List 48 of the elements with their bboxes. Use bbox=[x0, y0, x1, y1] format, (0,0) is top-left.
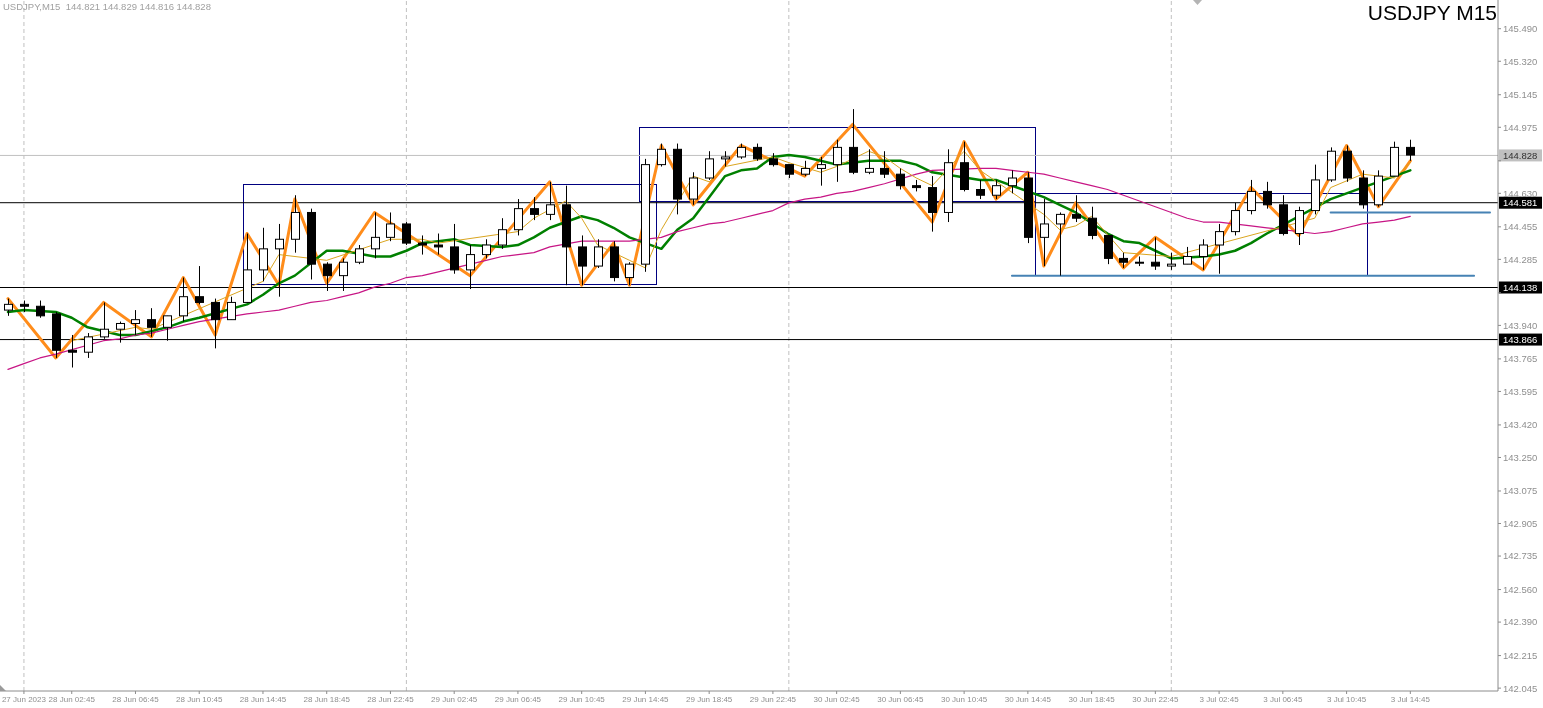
x-tick-label: 29 Jun 18:45 bbox=[686, 694, 733, 704]
y-tick-label: 143.075 bbox=[1503, 485, 1538, 497]
annotation: USDJPY,M15 144.821 144.829 144.816 144.828 bbox=[3, 1, 211, 12]
x-tick-label: 29 Jun 22:45 bbox=[749, 694, 797, 704]
x-tick-label: 3 Jul 02:45 bbox=[1199, 694, 1240, 704]
y-tick-label: 145.145 bbox=[1503, 89, 1538, 101]
chart-title: USDJPY M15 bbox=[1367, 1, 1497, 25]
y-tick-label: 142.045 bbox=[1503, 682, 1538, 694]
y-tick-label: 144.630 bbox=[1503, 187, 1538, 199]
x-tick-label: 30 Jun 02:45 bbox=[813, 694, 861, 704]
y-tick-label: 142.905 bbox=[1503, 517, 1538, 529]
y-tick-label: 144.285 bbox=[1503, 253, 1538, 265]
x-tick-label: 30 Jun 18:45 bbox=[1068, 694, 1116, 704]
ref-line-label: 144.581 bbox=[1503, 197, 1538, 209]
x-tick-label: 27 Jun 2023 bbox=[1, 694, 47, 704]
y-tick-label: 142.560 bbox=[1503, 583, 1538, 595]
ref-line-label: 144.828 bbox=[1503, 149, 1538, 161]
y-tick-label: 142.390 bbox=[1503, 616, 1538, 628]
y-tick-label: 142.735 bbox=[1503, 550, 1538, 562]
x-tick-label: 29 Jun 06:45 bbox=[494, 694, 542, 704]
y-tick-label: 143.420 bbox=[1503, 419, 1538, 431]
x-tick-label: 28 Jun 18:45 bbox=[303, 694, 351, 704]
x-tick-label: 28 Jun 14:45 bbox=[239, 694, 287, 704]
y-tick-label: 145.490 bbox=[1503, 23, 1538, 35]
x-tick-label: 3 Jul 06:45 bbox=[1263, 694, 1303, 704]
x-tick-label: 29 Jun 02:45 bbox=[431, 694, 478, 704]
y-tick-label: 143.250 bbox=[1503, 451, 1538, 463]
y-tick-label: 143.940 bbox=[1503, 319, 1538, 331]
y-tick-label: 144.455 bbox=[1503, 221, 1538, 233]
y-tick-label: 144.975 bbox=[1503, 121, 1538, 133]
y-tick-label: 142.215 bbox=[1503, 649, 1538, 661]
x-tick-label: 28 Jun 22:45 bbox=[367, 694, 415, 704]
x-tick-label: 3 Jul 10:45 bbox=[1327, 694, 1367, 704]
x-tick-label: 28 Jun 10:45 bbox=[176, 694, 223, 704]
x-tick-label: 28 Jun 02:45 bbox=[48, 694, 96, 704]
x-tick-label: 29 Jun 14:45 bbox=[622, 694, 670, 704]
ref-line-label: 144.138 bbox=[1503, 281, 1538, 293]
ref-line-label: 143.866 bbox=[1503, 333, 1538, 345]
x-tick-label: 28 Jun 06:45 bbox=[112, 694, 160, 704]
x-tick-label: 29 Jun 10:45 bbox=[558, 694, 606, 704]
y-tick-label: 143.765 bbox=[1503, 353, 1538, 365]
x-tick-label: 30 Jun 22:45 bbox=[1132, 694, 1180, 704]
x-tick-label: 30 Jun 10:45 bbox=[941, 694, 988, 704]
x-tick-label: 30 Jun 06:45 bbox=[877, 694, 925, 704]
y-tick-label: 145.320 bbox=[1503, 55, 1538, 67]
y-tick-label: 143.595 bbox=[1503, 385, 1538, 397]
x-tick-label: 3 Jul 14:45 bbox=[1390, 694, 1431, 704]
x-tick-label: 30 Jun 14:45 bbox=[1004, 694, 1052, 704]
